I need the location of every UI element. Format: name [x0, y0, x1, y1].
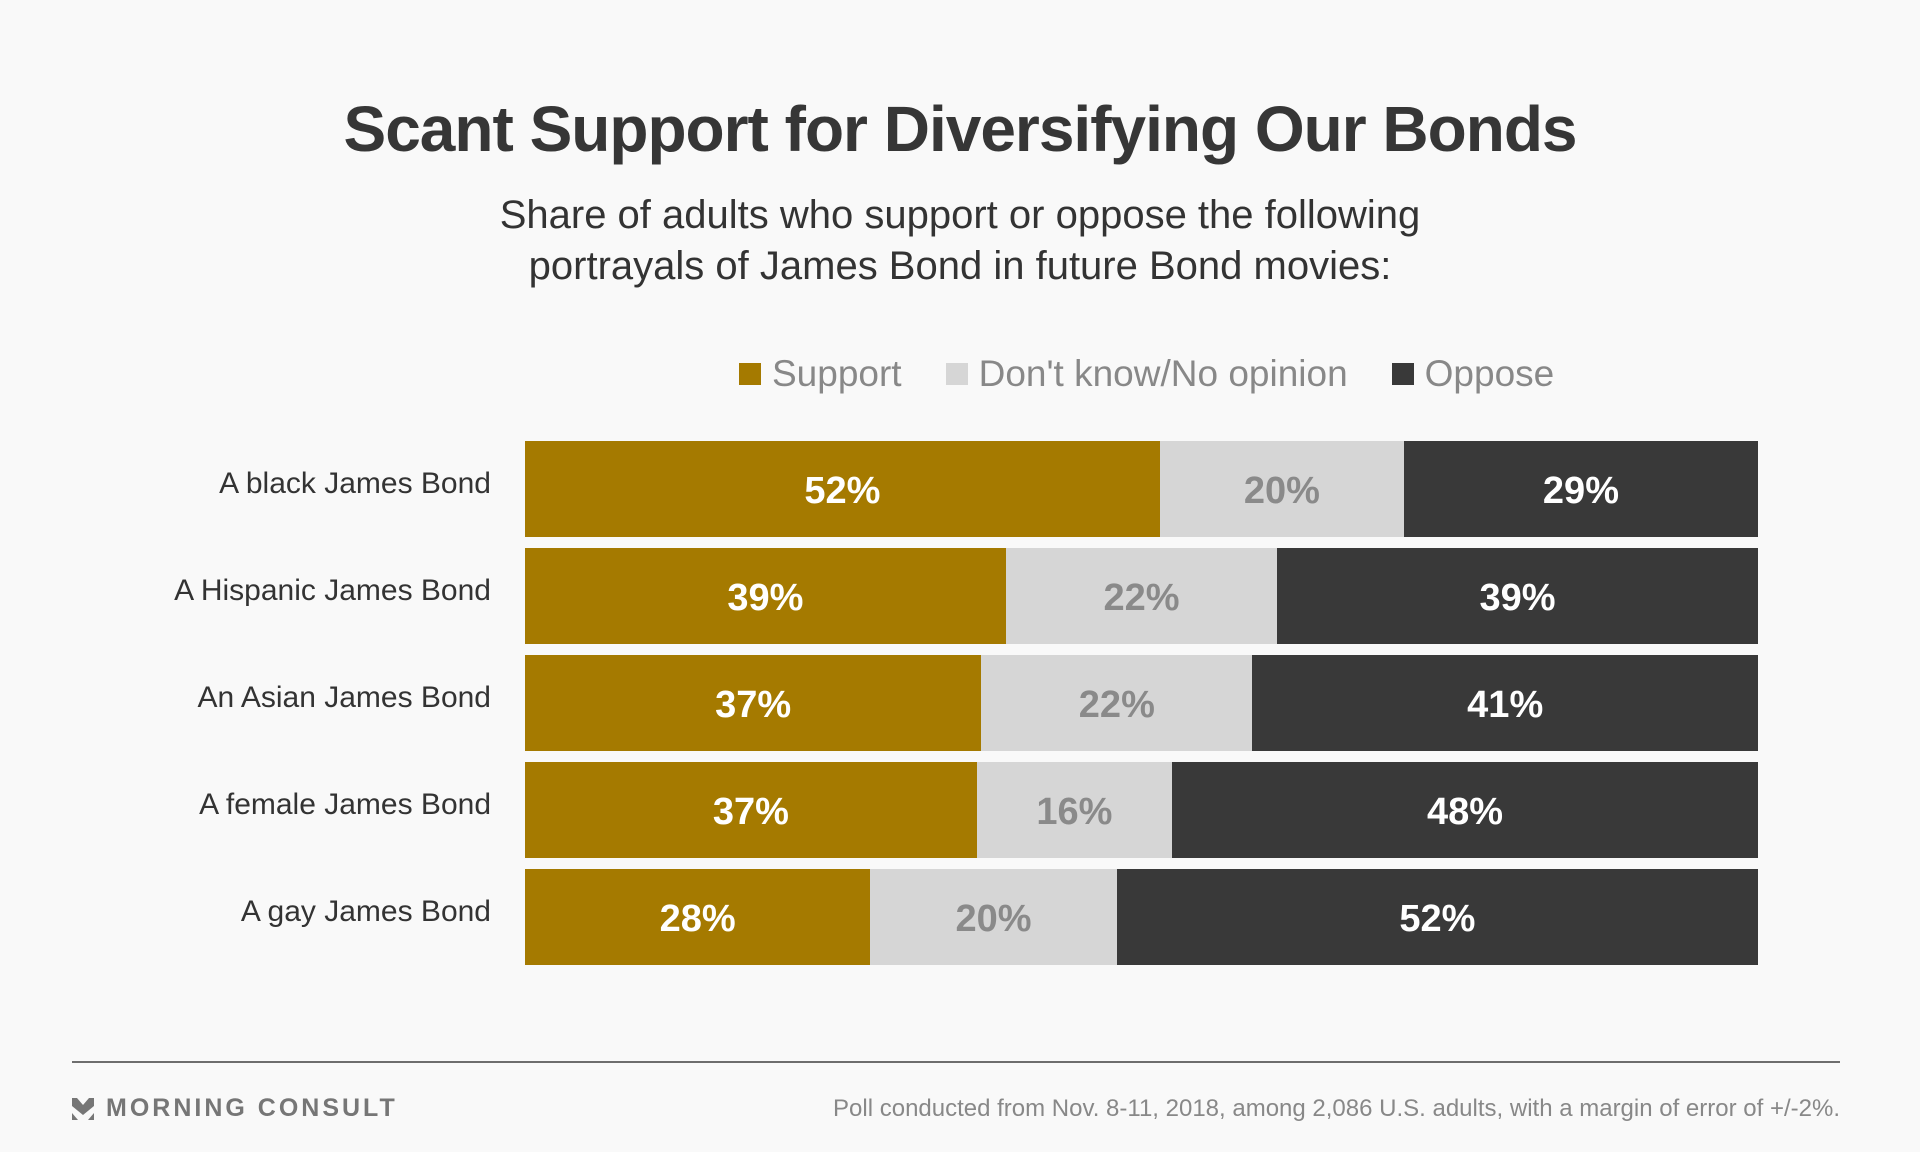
chart-title: Scant Support for Diversifying Our Bonds — [343, 93, 1578, 165]
row-label: A female James Bond — [199, 788, 491, 821]
data-label: 48% — [1426, 790, 1504, 833]
bar-segment-support: 28% — [525, 869, 871, 965]
bar-segment-don-t-know-no-opinion: 22% — [1005, 548, 1278, 644]
bar-segment-don-t-know-no-opinion: 20% — [870, 869, 1117, 965]
data-label: 22% — [1103, 576, 1180, 619]
bar-segment-support: 37% — [525, 655, 982, 751]
row-label: An Asian James Bond — [197, 681, 491, 714]
bar-segment-oppose: 39% — [1277, 548, 1758, 644]
stacked-bar-chart: A black James Bond 52% 20% 29% A Hispanic Ja… — [174, 441, 1758, 965]
brand-logo: MORNING CONSULT — [72, 1094, 398, 1123]
legend-label-dont-know: Don't know/No opinion — [978, 353, 1348, 394]
brand-name: MORNING CONSULT — [106, 1094, 398, 1122]
data-label: 20% — [1243, 469, 1320, 512]
bar-segment-support: 37% — [525, 762, 977, 858]
bar-segment-support: 52% — [525, 441, 1160, 537]
data-label: 52% — [804, 469, 881, 512]
bar-segment-don-t-know-no-opinion: 20% — [1159, 441, 1404, 537]
footer-divider — [72, 1061, 1840, 1063]
data-label: 20% — [955, 897, 1032, 940]
data-label: 28% — [659, 897, 736, 940]
legend-item-dont-know: Don't know/No opinion — [945, 353, 1348, 395]
bar-row-a-black-james-bond: 52% 20% 29% — [525, 441, 1758, 537]
chart-subtitle: Share of adults who support or oppose th… — [0, 190, 1920, 292]
data-label: 39% — [1479, 576, 1556, 619]
bar-segment-don-t-know-no-opinion: 16% — [976, 762, 1172, 858]
row-label: A gay James Bond — [240, 895, 491, 928]
legend-swatch-oppose — [1391, 363, 1414, 385]
bar-segment-oppose: 52% — [1116, 869, 1758, 965]
data-label: 37% — [715, 683, 792, 726]
row-label: A black James Bond — [219, 467, 491, 500]
data-label: 37% — [712, 790, 789, 833]
bar-segment-oppose: 48% — [1172, 762, 1758, 858]
data-label: 52% — [1399, 897, 1476, 940]
row-label: A Hispanic James Bond — [174, 574, 491, 607]
data-label: 29% — [1542, 469, 1619, 512]
data-label: 41% — [1467, 683, 1544, 726]
bar-row-a-hispanic-james-bond: 39% 22% 39% — [525, 548, 1758, 644]
bar-segment-oppose: 41% — [1252, 655, 1758, 751]
morning-consult-logo-icon — [72, 1097, 94, 1120]
legend: Support Don't know/No opinion Oppose — [739, 350, 1554, 398]
legend-label-support: Support — [772, 353, 902, 394]
bar-segment-support: 39% — [525, 548, 1006, 644]
footnote: Poll conducted from Nov. 8-11, 2018, amo… — [833, 1095, 1840, 1122]
legend-swatch-dont-know — [945, 363, 968, 385]
legend-label-oppose: Oppose — [1424, 353, 1555, 394]
bar-row-a-gay-james-bond: 28% 20% 52% — [525, 869, 1758, 965]
legend-item-oppose: Oppose — [1391, 353, 1555, 395]
data-label: 39% — [727, 576, 804, 619]
bar-segment-oppose: 29% — [1403, 441, 1758, 537]
data-label: 16% — [1036, 790, 1113, 833]
data-label: 22% — [1078, 683, 1155, 726]
bar-row-an-asian-james-bond: 37% 22% 41% — [525, 655, 1758, 751]
bar-row-a-female-james-bond: 37% 16% 48% — [525, 762, 1758, 858]
legend-swatch-support — [739, 363, 761, 385]
subtitle-line-1: Share of adults who support or oppose th… — [499, 193, 1421, 237]
legend-item-support: Support — [739, 353, 902, 395]
subtitle-line-2: portrayals of James Bond in future Bond … — [528, 244, 1392, 288]
bar-segment-don-t-know-no-opinion: 22% — [981, 655, 1253, 751]
